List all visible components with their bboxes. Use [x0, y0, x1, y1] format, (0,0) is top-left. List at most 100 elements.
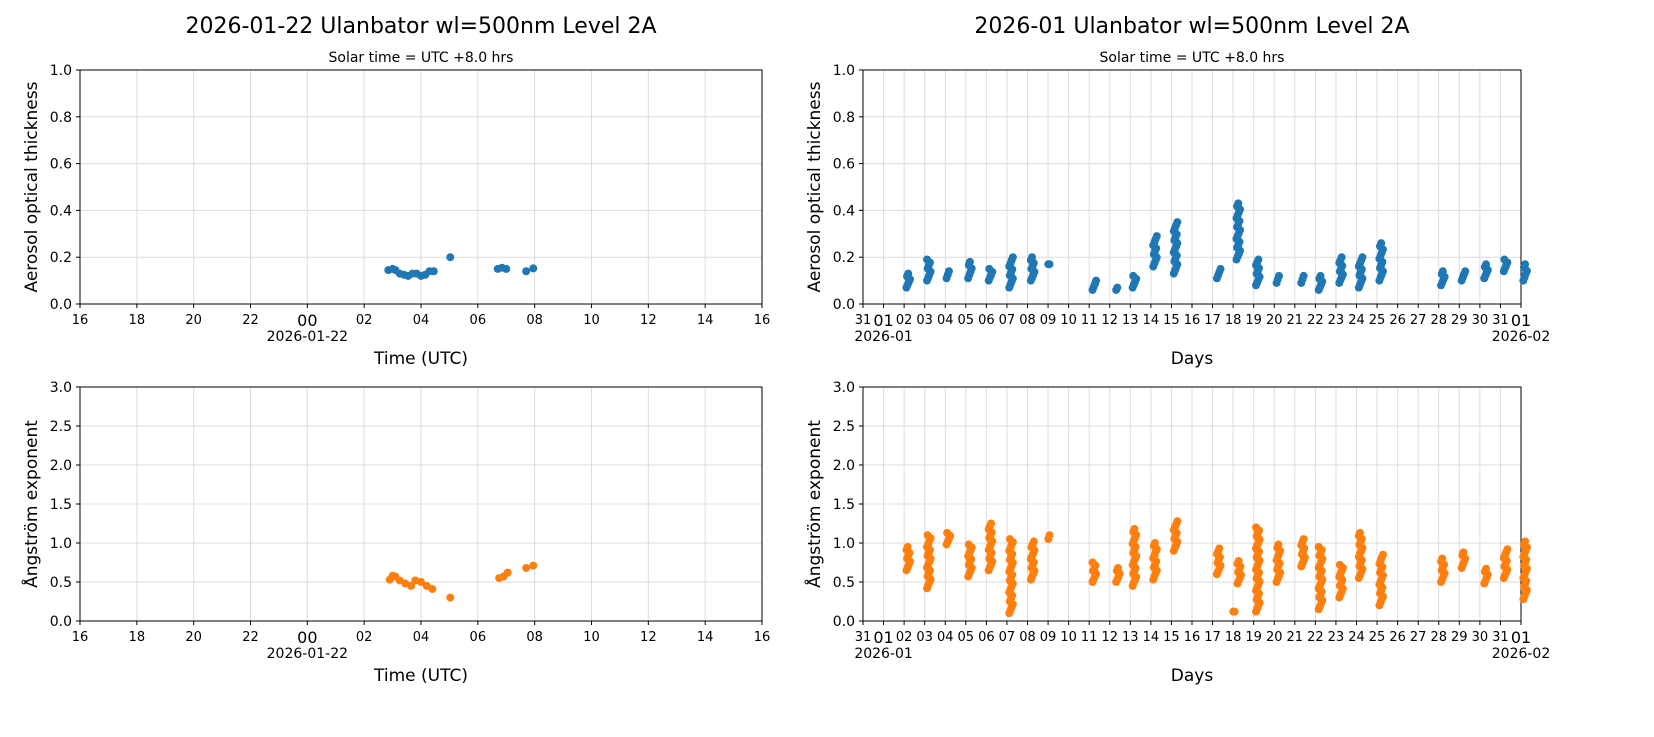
y-tick-label: 0.0 [833, 614, 855, 630]
x-tick-label: 17 [1204, 630, 1221, 645]
data-point [964, 540, 973, 549]
data-point [1045, 531, 1054, 540]
y-tick-label: 1.5 [50, 497, 72, 513]
data-point [529, 561, 538, 570]
daily-cluster [1297, 535, 1309, 571]
x-tick-label: 04 [937, 313, 954, 328]
daily-cluster [1044, 260, 1054, 269]
data-point [1356, 528, 1365, 537]
data-point [503, 568, 512, 577]
daily-cluster [1233, 556, 1246, 588]
x-tick-label: 24 [1348, 313, 1365, 328]
x-tick-label: 23 [1328, 630, 1345, 645]
x-tick-label: 20 [1266, 313, 1283, 328]
daily-cluster [1088, 276, 1101, 294]
x-date-label: 2026-02 [1492, 646, 1551, 662]
y-tick-label: 1.0 [50, 63, 72, 79]
y-axis-label: Ångström exponent [803, 420, 825, 588]
data-point [903, 542, 912, 551]
x-tick-label: 22 [242, 630, 259, 645]
x-tick-label: 10 [583, 630, 600, 645]
daily-cluster [1499, 545, 1512, 583]
x-tick-label: 24 [1348, 630, 1365, 645]
y-tick-label: 1.0 [833, 63, 855, 79]
x-tick-label: 02 [896, 313, 913, 328]
x-tick-label: 09 [1040, 313, 1057, 328]
x-tick-label: 08 [1019, 630, 1036, 645]
data-point [1482, 564, 1491, 573]
daily-cluster [1026, 253, 1039, 285]
x-tick-label: 04 [413, 630, 430, 645]
y-tick-label: 0.0 [50, 614, 72, 630]
daily-cluster [1354, 253, 1367, 292]
y-tick-label: 0.5 [50, 575, 72, 591]
y-tick-label: 3.0 [833, 380, 855, 396]
data-point [1088, 558, 1097, 567]
x-tick-label: 28 [1430, 313, 1447, 328]
data-point [1335, 560, 1344, 569]
daily-cluster [984, 519, 997, 575]
daily-cluster [1169, 517, 1182, 555]
x-tick-label: 15 [1163, 630, 1180, 645]
x-tick-label: 21 [1287, 630, 1304, 645]
x-tick-label: 13 [1122, 630, 1139, 645]
chart-title: 2026-01-22 Ulanbator wl=500nm Level 2A [185, 14, 656, 39]
daily-cluster [1519, 260, 1531, 285]
panel-2: 16 18 20 22 00 02 04 06 08 10 12 14 160.00.51.01.52.… [20, 380, 770, 686]
daily-cluster [1437, 267, 1449, 290]
daily-cluster [1272, 540, 1285, 586]
daily-cluster [942, 267, 953, 283]
x-tick-label: 01 [1511, 311, 1531, 330]
y-axis-label: Aerosol optical thickness [22, 81, 42, 292]
x-date-label: 2026-01 [854, 646, 913, 662]
daily-cluster [1375, 550, 1387, 610]
x-tick-label: 20 [1266, 630, 1283, 645]
daily-cluster [1297, 271, 1308, 287]
data-point [985, 264, 994, 273]
plot-frame [79, 69, 763, 305]
x-tick-label: 12 [1101, 313, 1118, 328]
daily-cluster [902, 269, 915, 292]
x-tick-label: 22 [242, 313, 259, 328]
data-point [1173, 517, 1182, 526]
data-point [429, 267, 438, 276]
x-tick-label: 06 [978, 630, 995, 645]
y-tick-label: 1.5 [833, 497, 855, 513]
data-point [1316, 271, 1325, 280]
y-tick-label: 0.0 [833, 297, 855, 313]
data-point [1113, 283, 1122, 292]
x-tick-label: 27 [1410, 630, 1427, 645]
data-point [417, 578, 425, 586]
daily-cluster [1314, 542, 1327, 614]
data-point [1113, 563, 1122, 572]
data-point [1521, 537, 1530, 546]
daily-cluster [1212, 544, 1225, 579]
x-tick-label: 05 [958, 313, 975, 328]
data-point [1461, 267, 1470, 276]
daily-cluster [1005, 253, 1017, 292]
daily-cluster [1026, 537, 1039, 584]
y-tick-label: 0.6 [833, 157, 855, 173]
daily-cluster [1354, 528, 1367, 583]
y-tick-label: 3.0 [50, 380, 72, 396]
x-tick-label: 31 [1492, 313, 1509, 328]
panel-1: 31 01 02 03 04 05 06 07 08 09 10 11 12 13 14 15 16 17 18 19… [805, 14, 1550, 369]
x-tick-label: 02 [356, 630, 373, 645]
x-tick-label: 14 [1143, 313, 1160, 328]
x-axis-label: Time (UTC) [373, 666, 468, 686]
daily-cluster [1519, 537, 1531, 604]
data-point [1008, 253, 1017, 262]
daily-cluster [1272, 271, 1283, 287]
data-point [1299, 271, 1308, 280]
x-tick-label: 01 [1511, 628, 1531, 647]
y-tick-label: 0.0 [50, 297, 72, 313]
y-axis-label: Ångström exponent [20, 420, 42, 588]
y-tick-label: 0.8 [833, 110, 855, 126]
x-tick-label: 01 [873, 311, 893, 330]
x-tick-label: 12 [1101, 630, 1118, 645]
x-tick-label: 16 [72, 313, 89, 328]
x-tick-label: 14 [1143, 630, 1160, 645]
data-point [1150, 539, 1159, 547]
data-point [446, 253, 455, 262]
daily-cluster [1437, 554, 1449, 586]
